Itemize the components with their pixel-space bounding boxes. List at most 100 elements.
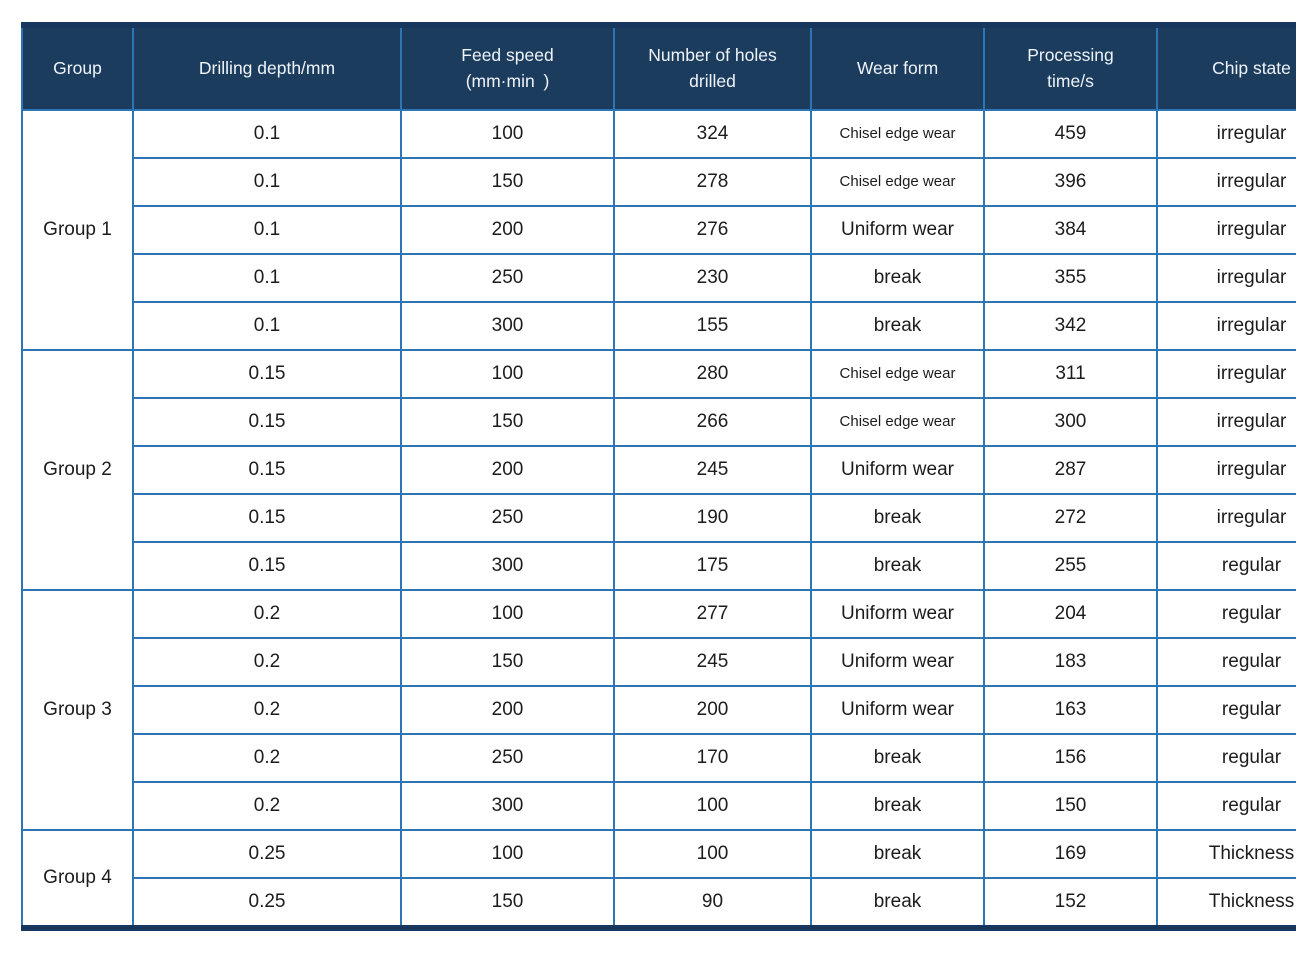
cell-feed: 250 bbox=[400, 253, 615, 303]
cell-depth: 0.2 bbox=[132, 589, 402, 639]
cell-depth: 0.15 bbox=[132, 541, 402, 591]
cell-time: 287 bbox=[983, 445, 1158, 495]
cell-chip: Thickness bbox=[1156, 877, 1296, 929]
cell-feed: 100 bbox=[400, 349, 615, 399]
cell-chip: regular bbox=[1156, 733, 1296, 783]
cell-holes: 200 bbox=[613, 685, 812, 735]
table-row: 0.15 300 175 break 255 regular bbox=[22, 541, 1296, 591]
cell-chip: regular bbox=[1156, 685, 1296, 735]
cell-chip: regular bbox=[1156, 541, 1296, 591]
table-header: Group Drilling depth/mm Feed speed (mm·min… bbox=[21, 24, 1296, 111]
table-row: Group 2 0.15 100 280 Chisel edge wear 311 irre… bbox=[21, 349, 1296, 591]
cell-depth: 0.1 bbox=[132, 205, 402, 255]
cell-feed: 300 bbox=[400, 301, 615, 351]
cell-feed: 150 bbox=[400, 877, 615, 929]
cell-feed: 200 bbox=[400, 445, 615, 495]
cell-chip: Thickness bbox=[1156, 829, 1296, 879]
cell-time: 300 bbox=[983, 397, 1158, 447]
cell-wear: Chisel edge wear bbox=[810, 109, 985, 159]
table-row: 0.15 250 190 break 272 irregular bbox=[22, 493, 1296, 543]
table-row: 0.1 300 155 break 342 irregular bbox=[22, 301, 1296, 351]
cell-time: 152 bbox=[983, 877, 1158, 929]
table-row: 0.15 200 245 Uniform wear 287 irregular bbox=[22, 445, 1296, 495]
cell-wear: break bbox=[810, 493, 985, 543]
table-row: Group 4 0.25 100 100 break 169 Thickness bbox=[21, 829, 1296, 929]
cell-time: 342 bbox=[983, 301, 1158, 351]
cell-feed: 100 bbox=[400, 829, 615, 879]
column-header-group: Group bbox=[21, 24, 134, 111]
cell-chip: irregular bbox=[1156, 445, 1296, 495]
cell-feed: 250 bbox=[400, 493, 615, 543]
column-header-feed: Feed speed (mm·min ) bbox=[400, 24, 615, 111]
cell-chip: irregular bbox=[1156, 205, 1296, 255]
cell-chip: regular bbox=[1156, 637, 1296, 687]
cell-chip: irregular bbox=[1156, 157, 1296, 207]
table-row: Group 3 0.2 100 277 Uniform wear 204 regular bbox=[21, 589, 1296, 831]
column-header-wear: Wear form bbox=[810, 24, 985, 111]
cell-feed: 150 bbox=[400, 637, 615, 687]
cell-holes: 245 bbox=[613, 637, 812, 687]
cell-depth: 0.15 bbox=[132, 397, 402, 447]
cell-depth: 0.25 bbox=[132, 877, 402, 929]
cell-chip: irregular bbox=[1156, 397, 1296, 447]
cell-holes: 230 bbox=[613, 253, 812, 303]
cell-chip: irregular bbox=[1156, 253, 1296, 303]
cell-feed: 150 bbox=[400, 157, 615, 207]
cell-chip: irregular bbox=[1156, 109, 1296, 159]
cell-wear: Uniform wear bbox=[810, 445, 985, 495]
cell-time: 150 bbox=[983, 781, 1158, 831]
cell-depth: 0.15 bbox=[132, 493, 402, 543]
cell-feed: 100 bbox=[400, 109, 615, 159]
cell-wear: Chisel edge wear bbox=[810, 397, 985, 447]
cell-holes: 266 bbox=[613, 397, 812, 447]
cell-holes: 155 bbox=[613, 301, 812, 351]
table-row: 0.2 250 170 break 156 regular bbox=[22, 733, 1296, 783]
cell-holes: 190 bbox=[613, 493, 812, 543]
cell-feed: 250 bbox=[400, 733, 615, 783]
cell-wear: break bbox=[810, 829, 985, 879]
cell-holes: 175 bbox=[613, 541, 812, 591]
cell-holes: 324 bbox=[613, 109, 812, 159]
cell-feed: 300 bbox=[400, 541, 615, 591]
cell-depth: 0.1 bbox=[132, 157, 402, 207]
cell-holes: 277 bbox=[613, 589, 812, 639]
cell-wear: break bbox=[810, 781, 985, 831]
cell-time: 156 bbox=[983, 733, 1158, 783]
drilling-results-table-container: Group Drilling depth/mm Feed speed (mm·min… bbox=[21, 22, 1296, 931]
cell-feed: 100 bbox=[400, 589, 615, 639]
cell-depth: 0.2 bbox=[132, 637, 402, 687]
cell-chip: regular bbox=[1156, 781, 1296, 831]
cell-time: 255 bbox=[983, 541, 1158, 591]
column-header-time: Processing time/s bbox=[983, 24, 1158, 111]
cell-depth: 0.15 bbox=[132, 349, 402, 399]
group-label: Group 3 bbox=[21, 589, 134, 831]
column-header-chip: Chip state bbox=[1156, 24, 1296, 111]
cell-holes: 280 bbox=[613, 349, 812, 399]
cell-depth: 0.2 bbox=[132, 685, 402, 735]
cell-wear: Uniform wear bbox=[810, 685, 985, 735]
group-label: Group 2 bbox=[21, 349, 134, 591]
cell-feed: 200 bbox=[400, 685, 615, 735]
cell-time: 163 bbox=[983, 685, 1158, 735]
cell-time: 272 bbox=[983, 493, 1158, 543]
cell-wear: break bbox=[810, 301, 985, 351]
table-row: 0.25 150 90 break 152 Thickness bbox=[22, 877, 1296, 929]
cell-holes: 90 bbox=[613, 877, 812, 929]
cell-wear: Uniform wear bbox=[810, 637, 985, 687]
cell-feed: 150 bbox=[400, 397, 615, 447]
table-row: 0.1 150 278 Chisel edge wear 396 irregular bbox=[22, 157, 1296, 207]
cell-wear: Uniform wear bbox=[810, 205, 985, 255]
cell-feed: 300 bbox=[400, 781, 615, 831]
cell-depth: 0.1 bbox=[132, 109, 402, 159]
cell-holes: 278 bbox=[613, 157, 812, 207]
drilling-results-table: Group Drilling depth/mm Feed speed (mm·min… bbox=[21, 22, 1296, 931]
cell-chip: irregular bbox=[1156, 493, 1296, 543]
cell-wear: break bbox=[810, 541, 985, 591]
table-row: 0.1 250 230 break 355 irregular bbox=[22, 253, 1296, 303]
cell-wear: Uniform wear bbox=[810, 589, 985, 639]
table-row: 0.1 200 276 Uniform wear 384 irregular bbox=[22, 205, 1296, 255]
cell-depth: 0.25 bbox=[132, 829, 402, 879]
table-row: Group 1 0.1 100 324 Chisel edge wear 459 irreg… bbox=[21, 109, 1296, 351]
cell-chip: irregular bbox=[1156, 349, 1296, 399]
cell-time: 204 bbox=[983, 589, 1158, 639]
